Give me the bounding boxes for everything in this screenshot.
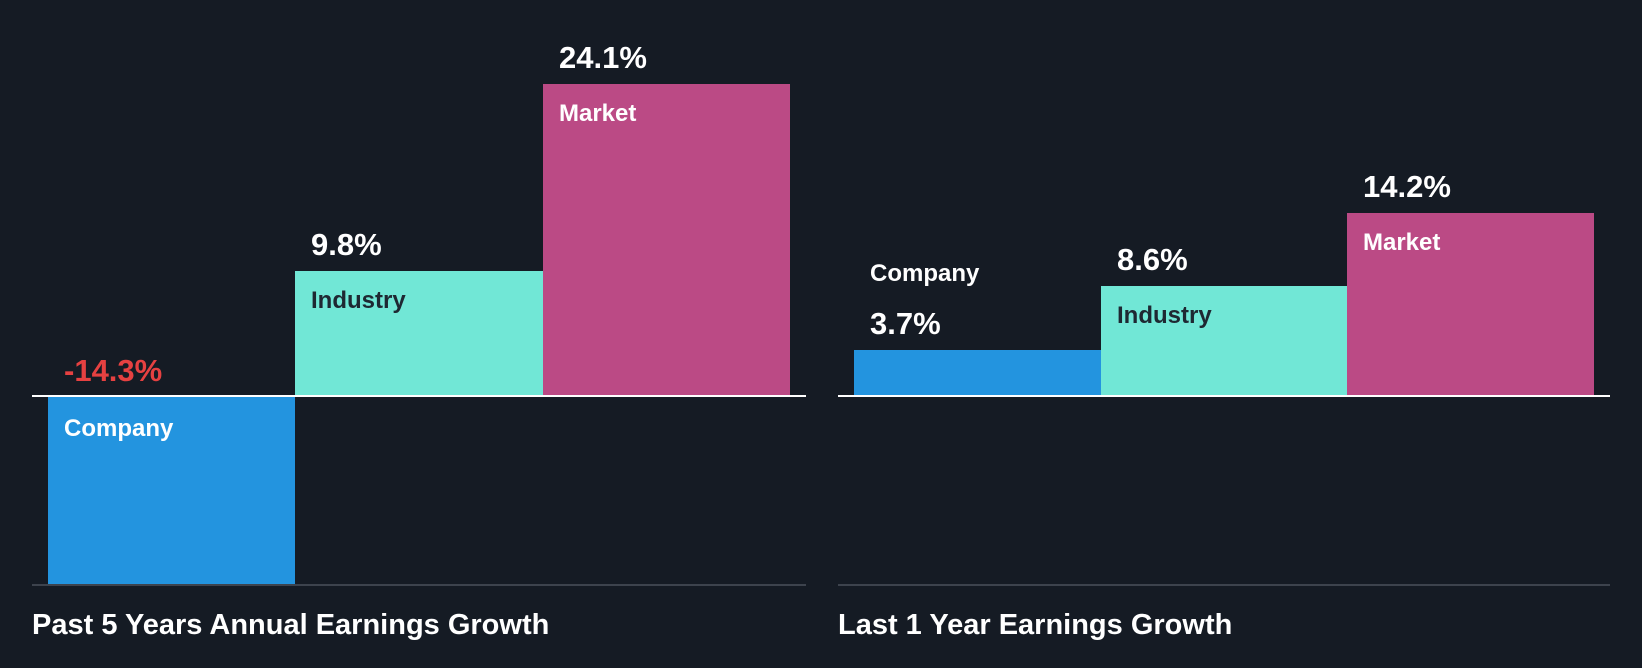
bar-industry-1y [1101,286,1347,396]
value-label-industry-5y: 9.8% [311,227,382,262]
chart-title-1y: Last 1 Year Earnings Growth [838,609,1233,641]
chart-title-5y: Past 5 Years Annual Earnings Growth [32,609,550,641]
bar-name-industry-1y: Industry [1117,302,1212,329]
value-label-market-1y: 14.2% [1363,169,1451,204]
value-label-company-5y: -14.3% [64,353,163,388]
zero-line-5y [32,395,806,397]
bar-name-industry-5y: Industry [311,287,406,314]
bar-name-market-5y: Market [559,100,637,127]
bar-company-1y [854,350,1101,396]
bar-name-market-1y: Market [1363,229,1441,256]
bar-market-5y [543,84,790,396]
bar-company-5y [48,397,295,584]
value-label-market-5y: 24.1% [559,40,647,75]
bar-industry-5y [295,271,543,396]
axis-line-1y [838,584,1610,586]
value-label-company-1y: 3.7% [870,306,941,341]
bar-market-1y [1347,213,1594,396]
zero-line-1y [838,395,1610,397]
bar-name-company-5y: Company [64,415,174,442]
axis-line-5y [32,584,806,586]
bar-name-company-1y: Company [870,260,980,287]
value-label-industry-1y: 8.6% [1117,242,1188,277]
